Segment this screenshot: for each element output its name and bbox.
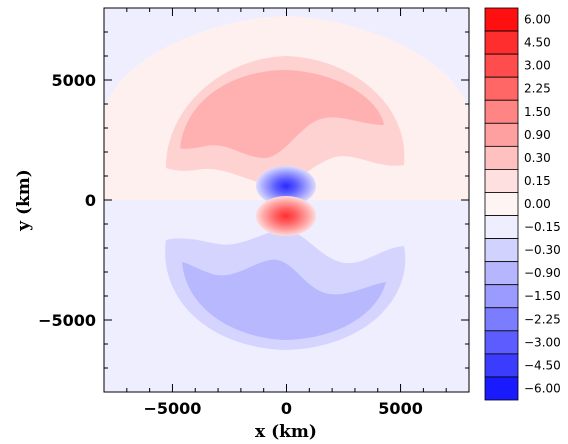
colorbar-swatch bbox=[484, 261, 519, 286]
colorbar: 6.00 4.50 3.00 2.25 1.50 0.90 0.30 0.15 0.00 −0.1… bbox=[484, 7, 561, 401]
colorbar-label: 0.90 bbox=[524, 128, 551, 142]
x-axis: −5000 0 5000 bbox=[126, 8, 447, 418]
inner-negative-crescent bbox=[182, 259, 386, 340]
colorbar-label: −6.00 bbox=[524, 381, 561, 395]
plot-area bbox=[103, 7, 470, 393]
y-axis: −5000 0 5000 bbox=[38, 31, 469, 369]
colorbar-swatch bbox=[484, 215, 519, 239]
colorbar-swatch bbox=[484, 284, 519, 309]
y-axis-title: y (km) bbox=[14, 169, 34, 232]
y-tick-label: 0 bbox=[85, 191, 96, 210]
colorbar-label: −0.90 bbox=[524, 266, 561, 280]
colorbar-label: 3.00 bbox=[524, 59, 551, 73]
colorbar-swatch bbox=[484, 192, 519, 216]
colorbar-swatch bbox=[484, 238, 519, 263]
colorbar-swatch bbox=[484, 353, 519, 378]
y-tick-label: 5000 bbox=[51, 71, 96, 90]
colorbar-label: −3.00 bbox=[524, 335, 561, 349]
colorbar-swatch bbox=[484, 307, 519, 332]
colorbar-swatch bbox=[484, 330, 519, 355]
y-tick-label: −5000 bbox=[38, 311, 96, 330]
colorbar-swatch bbox=[484, 7, 519, 32]
colorbar-swatch bbox=[484, 376, 519, 401]
colorbar-swatch bbox=[484, 122, 519, 147]
colorbar-label: −0.30 bbox=[524, 243, 561, 257]
colorbar-swatch bbox=[484, 53, 519, 78]
x-tick-label: 0 bbox=[281, 399, 292, 418]
colorbar-swatch bbox=[484, 145, 519, 170]
x-tick-label: −5000 bbox=[143, 399, 201, 418]
colorbar-label: −0.15 bbox=[524, 220, 561, 234]
central-positive-core bbox=[256, 196, 316, 236]
colorbar-label: 0.00 bbox=[524, 197, 551, 211]
colorbar-swatch bbox=[484, 76, 519, 101]
central-negative-core bbox=[256, 166, 316, 206]
colorbar-swatch bbox=[484, 169, 519, 193]
colorbar-label: 1.50 bbox=[524, 105, 551, 119]
colorbar-label: −2.25 bbox=[524, 312, 561, 326]
colorbar-label: 4.50 bbox=[524, 36, 551, 50]
colorbar-swatch bbox=[484, 30, 519, 55]
x-tick-label: 5000 bbox=[378, 399, 423, 418]
inner-positive-crescent bbox=[180, 70, 384, 159]
colorbar-label: 6.00 bbox=[524, 13, 551, 27]
colorbar-label: −1.50 bbox=[524, 289, 561, 303]
colorbar-label: 0.15 bbox=[524, 174, 551, 188]
colorbar-label: 2.25 bbox=[524, 82, 551, 96]
colorbar-label: −4.50 bbox=[524, 358, 561, 372]
colorbar-swatch bbox=[484, 99, 519, 124]
colorbar-label: 0.30 bbox=[524, 151, 551, 165]
x-axis-title: x (km) bbox=[255, 422, 317, 442]
